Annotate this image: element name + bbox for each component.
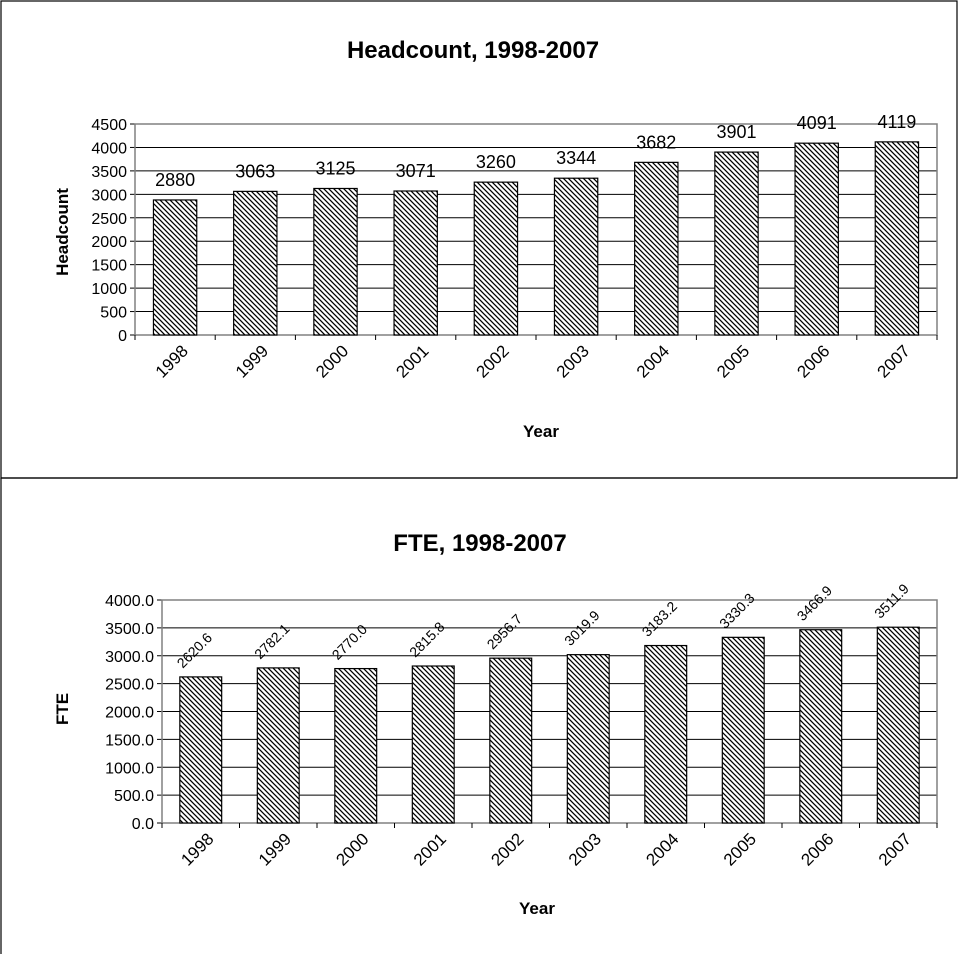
data-label: 3682: [636, 132, 676, 152]
y-tick-label: 2500.0: [105, 677, 154, 694]
chart-title: Headcount, 1998-2007: [347, 37, 599, 64]
data-label: 2880: [155, 170, 195, 190]
bar: [553, 177, 599, 336]
x-tick-label: 2007: [875, 829, 915, 869]
bar: [876, 626, 920, 824]
x-tick-label: 2000: [312, 341, 352, 381]
bar: [874, 141, 920, 336]
x-tick-label: 2004: [633, 341, 673, 381]
data-label: 3071: [396, 161, 436, 181]
x-tick-label: 2003: [553, 341, 593, 381]
x-tick-label: 2002: [487, 829, 527, 869]
x-tick-label: 2006: [793, 341, 833, 381]
y-tick-label: 1500: [91, 258, 127, 275]
bar: [714, 151, 759, 336]
bar: [644, 644, 688, 824]
data-label: 3125: [315, 158, 355, 178]
y-tick-label: 3000: [91, 187, 127, 204]
bar: [256, 667, 300, 824]
y-tick-label: 2000.0: [105, 705, 154, 722]
fte-chart: FTE, 1998-2007 FTE Year 0.0 500.0 1000.0 15…: [53, 530, 938, 918]
data-label: 3183.2: [639, 598, 681, 640]
bar: [473, 181, 519, 336]
y-tick-label: 0: [118, 328, 127, 345]
x-axis-title: Year: [519, 899, 555, 918]
data-label: 4091: [797, 113, 837, 133]
x-tick-label: 1998: [177, 829, 217, 869]
x-tick-label: 2004: [642, 829, 682, 869]
x-tick-label: 2002: [473, 341, 513, 381]
x-tick-label: 2001: [392, 341, 432, 381]
x-tick-label: 1999: [255, 829, 295, 869]
x-tick-label: 2006: [797, 829, 837, 869]
data-label: 2815.8: [406, 618, 448, 660]
y-tick-label: 4000.0: [105, 593, 154, 610]
bar: [721, 636, 765, 824]
bar: [152, 199, 198, 336]
x-tick-label: 2005: [720, 829, 760, 869]
bar: [489, 657, 533, 824]
y-tick-label: 2000: [91, 234, 127, 251]
data-label: 2770.0: [329, 621, 371, 663]
data-label: 3511.9: [871, 580, 912, 621]
y-axis-title: Headcount: [53, 188, 72, 276]
bar: [233, 190, 278, 336]
x-tick-label: 2001: [410, 829, 450, 869]
x-tick-label: 2005: [713, 341, 753, 381]
x-tick-label: 1999: [232, 341, 272, 381]
y-tick-label: 0.0: [132, 816, 154, 833]
bar: [393, 190, 438, 336]
data-label: 3260: [476, 152, 516, 172]
x-tick-label: 1998: [152, 341, 192, 381]
y-tick-label: 500.0: [114, 788, 154, 805]
data-label: 3466.9: [794, 582, 836, 624]
y-tick-label: 4500: [91, 117, 127, 134]
fte-chart-frame: [0, 477, 957, 954]
bar: [179, 676, 223, 824]
bar: [566, 654, 610, 824]
bar: [799, 629, 843, 824]
bar: [634, 161, 679, 336]
y-tick-label: 3500.0: [105, 621, 154, 638]
bar: [313, 187, 358, 336]
plot-area: 0 500 1000 1500 2000 2500 3000 3500 4000 4500 2880…: [91, 112, 938, 382]
data-label: 3063: [235, 161, 275, 181]
chart-title: FTE, 1998-2007: [393, 530, 566, 557]
y-tick-label: 4000: [91, 140, 127, 157]
x-axis-title: Year: [523, 422, 559, 441]
bar: [794, 142, 839, 336]
y-tick-label: 500: [100, 305, 127, 322]
data-label: 3344: [556, 148, 596, 168]
bar: [334, 667, 378, 824]
x-tick-label: 2007: [874, 341, 914, 381]
y-tick-label: 3000.0: [105, 649, 154, 666]
y-tick-label: 1000: [91, 281, 127, 298]
plot-area: 0.0 500.0 1000.0 1500.0 2000.0 2500.0 3000.0 35…: [105, 580, 938, 870]
data-label: 4119: [878, 112, 917, 132]
data-label: 2956.7: [484, 611, 526, 653]
y-tick-label: 2500: [91, 211, 127, 228]
data-label: 3330.3: [716, 590, 758, 632]
headcount-chart: Headcount, 1998-2007 Headcount Year 0 500…: [53, 37, 938, 441]
y-axis-title: FTE: [53, 693, 72, 725]
y-tick-label: 1500.0: [105, 732, 154, 749]
y-tick-label: 3500: [91, 164, 127, 181]
x-tick-label: 2003: [565, 829, 605, 869]
x-tick-label: 2000: [332, 829, 372, 869]
data-label: 2620.6: [174, 629, 216, 671]
data-label: 3901: [716, 122, 756, 142]
bar: [411, 665, 455, 824]
y-tick-label: 1000.0: [105, 760, 154, 777]
